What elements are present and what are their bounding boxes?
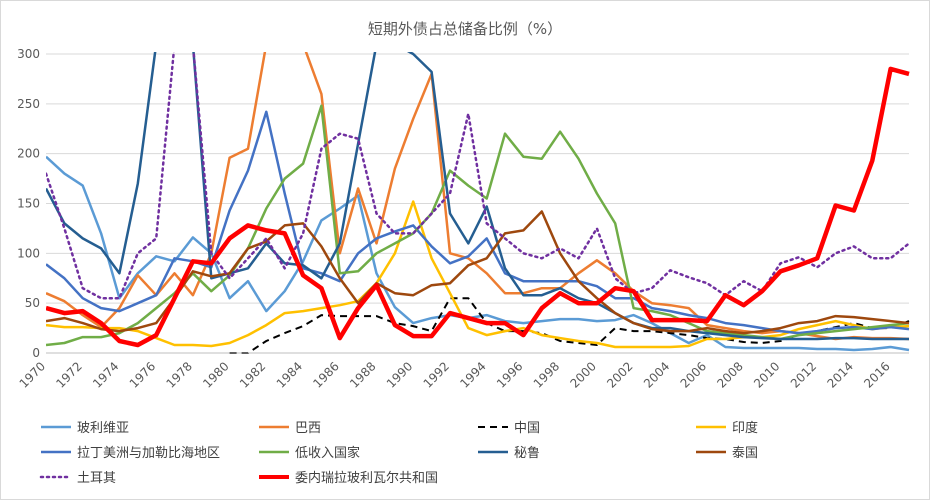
x-tick-label: 2004 bbox=[641, 359, 672, 390]
x-tick-label: 1998 bbox=[531, 359, 562, 390]
x-tick-label: 1972 bbox=[53, 359, 84, 390]
legend-item: 中国 bbox=[478, 421, 540, 436]
x-tick-label: 1974 bbox=[90, 359, 121, 390]
y-tick-label: 100 bbox=[17, 246, 40, 260]
y-tick-label: 300 bbox=[17, 47, 40, 61]
x-tick-label: 1992 bbox=[421, 359, 452, 390]
y-tick-label: 200 bbox=[17, 147, 40, 161]
legend-item: 印度 bbox=[696, 420, 758, 436]
series-lines bbox=[46, 52, 911, 354]
legend-label: 中国 bbox=[514, 421, 540, 436]
x-axis-ticks: 1970 1972 1974 1976 1978 1980 1982 1984 1986 1988… bbox=[17, 359, 893, 390]
legend-item: 秘鲁 bbox=[478, 446, 540, 461]
x-tick-label: 1986 bbox=[310, 359, 341, 390]
x-tick-label: 2008 bbox=[714, 359, 745, 390]
legend-item: 巴西 bbox=[259, 421, 321, 436]
gridlines bbox=[46, 53, 909, 304]
series-line-9 bbox=[46, 66, 910, 348]
series-line-7 bbox=[46, 210, 910, 335]
series-line-1 bbox=[46, 52, 910, 341]
legend-label: 委内瑞拉玻利瓦尔共和国 bbox=[295, 470, 438, 486]
x-tick-label: 1994 bbox=[457, 359, 488, 390]
x-tick-label: 2016 bbox=[861, 359, 892, 390]
legend-label: 土耳其 bbox=[77, 471, 116, 486]
series-line-4 bbox=[46, 110, 910, 335]
x-tick-label: 2014 bbox=[825, 359, 856, 390]
legend-label: 玻利维亚 bbox=[77, 421, 129, 436]
y-tick-label: 150 bbox=[17, 197, 40, 211]
y-axis-ticks: 0 50 100 150 200 250 300 bbox=[17, 47, 40, 360]
y-tick-label: 0 bbox=[32, 346, 40, 360]
legend-label: 印度 bbox=[732, 420, 758, 436]
x-tick-label: 1976 bbox=[127, 359, 158, 390]
x-tick-label: 1988 bbox=[347, 359, 378, 390]
x-tick-label: 2000 bbox=[567, 359, 598, 390]
legend-item: 泰国 bbox=[696, 446, 758, 461]
legend-label: 秘鲁 bbox=[514, 446, 540, 461]
x-tick-label: 2002 bbox=[604, 359, 635, 390]
x-tick-label: 1978 bbox=[164, 359, 195, 390]
legend-label: 拉丁美洲与加勒比海地区 bbox=[77, 446, 220, 461]
legend-label: 巴西 bbox=[295, 421, 321, 436]
x-tick-label: 2006 bbox=[678, 359, 709, 390]
series-line-2 bbox=[229, 297, 910, 354]
y-tick-label: 250 bbox=[17, 97, 40, 111]
y-tick-label: 50 bbox=[25, 296, 40, 310]
legend-item: 拉丁美洲与加勒比海地区 bbox=[41, 446, 220, 461]
legend-item: 土耳其 bbox=[39, 471, 116, 486]
x-tick-label: 1970 bbox=[17, 359, 48, 390]
legend-label: 低收入国家 bbox=[295, 445, 360, 461]
x-tick-label: 2010 bbox=[751, 359, 782, 390]
legend-item: 委内瑞拉玻利瓦尔共和国 bbox=[259, 470, 438, 486]
x-tick-label: 1990 bbox=[384, 359, 415, 390]
chart-title: 短期外债占总储备比例（%） bbox=[368, 20, 562, 38]
x-tick-label: 1980 bbox=[200, 359, 231, 390]
x-tick-label: 1984 bbox=[274, 359, 305, 390]
legend-item: 玻利维亚 bbox=[41, 421, 129, 436]
legend-label: 泰国 bbox=[732, 446, 758, 461]
series-line-6 bbox=[46, 52, 909, 341]
series-line-0 bbox=[46, 155, 910, 352]
x-tick-label: 1982 bbox=[237, 359, 268, 390]
x-tick-label: 1996 bbox=[494, 359, 525, 390]
legend-item: 低收入国家 bbox=[259, 445, 360, 461]
x-tick-label: 2012 bbox=[788, 359, 819, 390]
